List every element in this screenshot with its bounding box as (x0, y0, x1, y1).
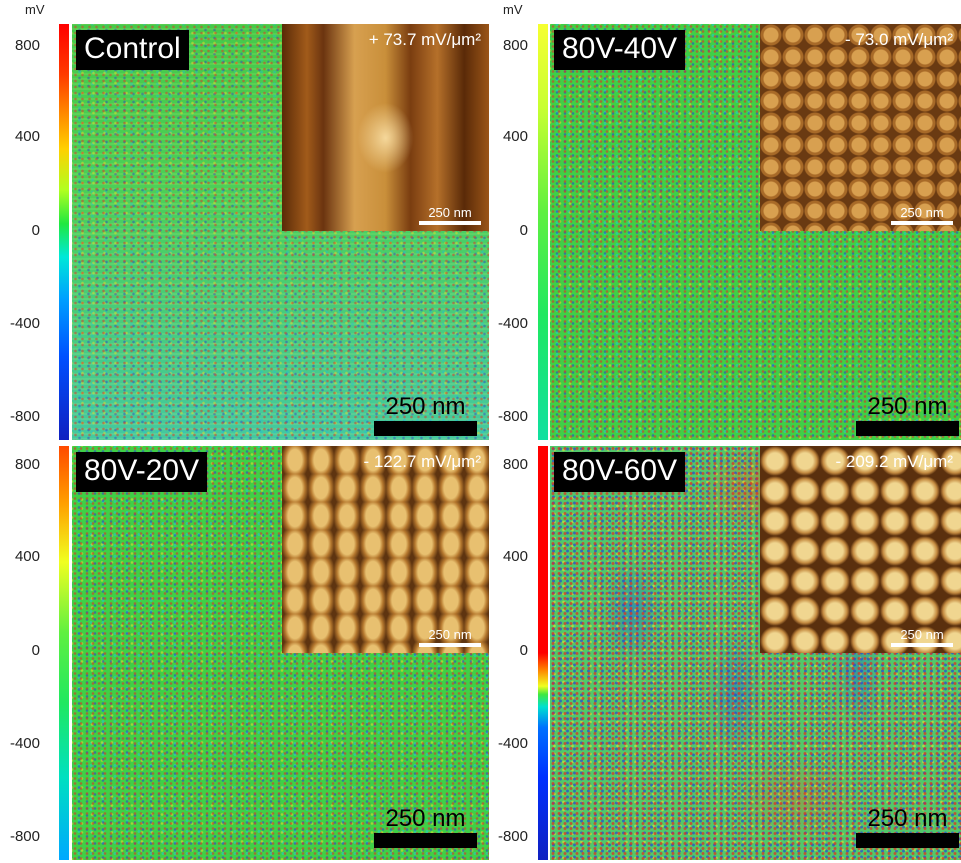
map-scale-bar: 250 nm (856, 393, 959, 436)
sample-label: 80V-40V (554, 30, 686, 70)
tick-label: 400 (14, 128, 40, 145)
inset-scale-bar: 250 nm (419, 627, 481, 647)
tick-label: -400 (9, 735, 40, 752)
colorbar (538, 24, 548, 440)
tick-label: 800 (14, 456, 40, 473)
colorbar-unit-left: mV (25, 2, 45, 17)
inset-scale-bar: 250 nm (891, 627, 953, 647)
inset-value: + 73.7 mV/μm² (368, 30, 481, 49)
colorbar (59, 446, 69, 860)
tick-label: 400 (14, 548, 40, 565)
tick-label: 800 (502, 456, 528, 473)
tick-label: 0 (31, 222, 40, 239)
tick-label: -800 (497, 828, 528, 845)
afm-inset: - 122.7 mV/μm² 250 nm (282, 446, 489, 653)
kpfm-map: Control + 73.7 mV/μm² 250 nm 250 nm (72, 24, 489, 440)
inset-scale-bar: 250 nm (891, 205, 953, 225)
tick-label: -400 (497, 735, 528, 752)
kpfm-map: 80V-40V - 73.0 mV/μm² 250 nm 250 nm (550, 24, 961, 440)
colorbar (59, 24, 69, 440)
map-scale-bar: 250 nm (856, 805, 959, 848)
afm-inset: - 209.2 mV/μm² 250 nm (760, 446, 961, 653)
tick-label: -400 (497, 315, 528, 332)
inset-value: - 122.7 mV/μm² (363, 452, 482, 471)
inset-scale-bar: 250 nm (419, 205, 481, 225)
map-scale-bar: 250 nm (374, 393, 477, 436)
sample-label: 80V-60V (554, 452, 686, 492)
sample-label: 80V-20V (76, 452, 208, 492)
tick-label: 400 (502, 128, 528, 145)
map-scale-bar: 250 nm (374, 805, 477, 848)
tick-label: 800 (14, 37, 40, 54)
kpfm-map: 80V-60V - 209.2 mV/μm² 250 nm 250 nm (550, 446, 961, 860)
afm-inset: - 73.0 mV/μm² 250 nm (760, 24, 961, 231)
colorbar-unit-right: mV (503, 2, 523, 17)
sample-label: Control (76, 30, 189, 70)
tick-label: -400 (9, 315, 40, 332)
tick-label: 0 (31, 642, 40, 659)
tick-label: -800 (497, 408, 528, 425)
tick-label: 800 (502, 37, 528, 54)
tick-label: 0 (519, 642, 528, 659)
tick-label: 400 (502, 548, 528, 565)
tick-label: -800 (9, 408, 40, 425)
tick-label: -800 (9, 828, 40, 845)
colorbar (538, 446, 548, 860)
inset-value: - 73.0 mV/μm² (844, 30, 953, 49)
inset-value: - 209.2 mV/μm² (835, 452, 954, 471)
tick-label: 0 (519, 222, 528, 239)
afm-inset: + 73.7 mV/μm² 250 nm (282, 24, 489, 231)
kpfm-map: 80V-20V - 122.7 mV/μm² 250 nm 250 nm (72, 446, 489, 860)
